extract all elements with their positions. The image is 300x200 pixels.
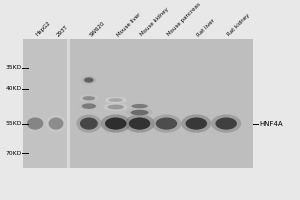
Text: Rat liver: Rat liver: [196, 18, 216, 37]
Ellipse shape: [76, 114, 101, 133]
Ellipse shape: [27, 117, 43, 130]
Ellipse shape: [152, 114, 182, 133]
Ellipse shape: [78, 102, 100, 111]
Ellipse shape: [84, 77, 94, 83]
Ellipse shape: [129, 117, 150, 130]
Ellipse shape: [80, 117, 98, 130]
Text: HNF4A: HNF4A: [259, 121, 283, 127]
Ellipse shape: [130, 110, 148, 115]
Ellipse shape: [24, 114, 46, 133]
Ellipse shape: [127, 103, 152, 110]
Ellipse shape: [186, 117, 207, 130]
Ellipse shape: [82, 76, 96, 84]
Text: Mouse pancreas: Mouse pancreas: [167, 2, 202, 37]
Text: 35KD: 35KD: [5, 65, 22, 70]
Ellipse shape: [211, 114, 241, 133]
Text: Rat kidney: Rat kidney: [226, 13, 250, 37]
Text: 70KD: 70KD: [5, 151, 22, 156]
Ellipse shape: [181, 114, 211, 133]
Bar: [70, 39, 253, 168]
Ellipse shape: [126, 108, 153, 117]
Ellipse shape: [101, 114, 131, 133]
Ellipse shape: [124, 114, 154, 133]
Ellipse shape: [103, 103, 128, 111]
Ellipse shape: [105, 97, 127, 103]
Text: HepG2: HepG2: [35, 21, 52, 37]
Bar: [23, 39, 68, 168]
Text: Mouse liver: Mouse liver: [116, 12, 141, 37]
Ellipse shape: [46, 114, 67, 133]
Ellipse shape: [131, 104, 148, 108]
Text: 293T: 293T: [56, 24, 69, 37]
Text: SW620: SW620: [89, 20, 106, 37]
Ellipse shape: [80, 95, 98, 102]
Ellipse shape: [109, 98, 123, 102]
Text: Mouse kidney: Mouse kidney: [140, 7, 170, 37]
Ellipse shape: [105, 117, 127, 130]
Text: 55KD: 55KD: [5, 121, 22, 126]
Text: 40KD: 40KD: [6, 86, 22, 91]
Ellipse shape: [156, 117, 177, 130]
Ellipse shape: [82, 96, 95, 100]
Bar: [68, 39, 70, 168]
Ellipse shape: [107, 105, 124, 109]
Ellipse shape: [215, 117, 237, 130]
Ellipse shape: [82, 103, 96, 109]
Ellipse shape: [49, 117, 64, 130]
